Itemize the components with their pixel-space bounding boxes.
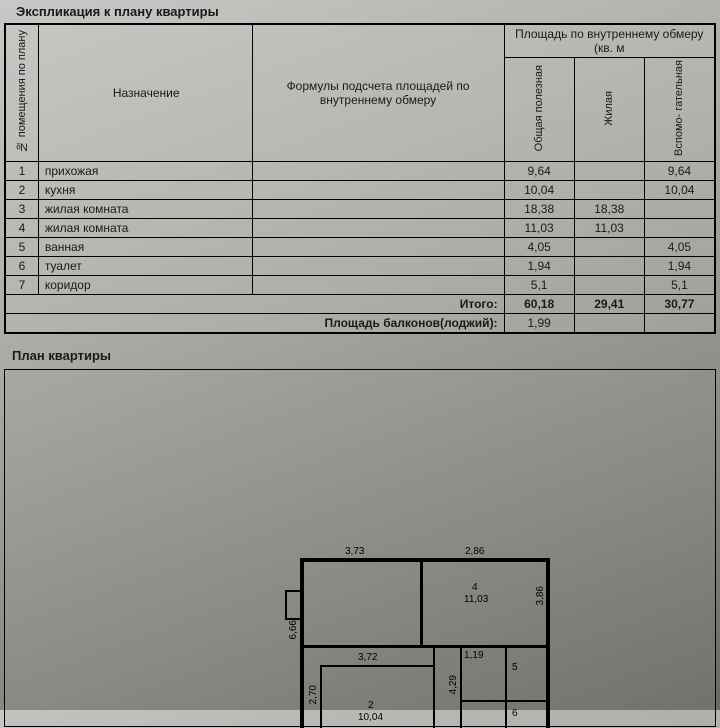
totals-living: 29,41: [574, 294, 644, 313]
cell-formula: [252, 237, 504, 256]
cell-aux: 4,05: [644, 237, 714, 256]
cell-living: [574, 256, 644, 275]
cell-total: 18,38: [504, 199, 574, 218]
dim-r3-h2: 2,70: [308, 685, 319, 704]
room2-area: 10,04: [358, 712, 383, 723]
cell-formula: [252, 199, 504, 218]
balcony-value: 1,99: [504, 313, 574, 332]
col-total-header: Общая полезная: [533, 65, 545, 151]
cell-living: 18,38: [574, 199, 644, 218]
plan-title: План квартиры: [12, 348, 720, 363]
cell-name: кухня: [38, 180, 252, 199]
totals-label: Итого:: [6, 294, 505, 313]
totals-total: 60,18: [504, 294, 574, 313]
room4-num: 4: [472, 582, 478, 593]
dim-r2-w: 3,72: [358, 652, 377, 663]
area-group-header: Площадь по внутреннему обмеру (кв. м: [504, 25, 714, 58]
room4-area: 11,03: [464, 594, 488, 605]
table-row: 1 прихожая 9,64 9,64: [6, 161, 715, 180]
col-formula-header: Формулы подсчета площадей по внутреннему…: [252, 25, 504, 162]
floor-plan-area: 3,73 2,86 4 11,03 3,86 6,66 3,72 2,70 2 …: [4, 369, 716, 727]
dim-sm2: 4,29: [448, 675, 459, 694]
explication-table: № помещения по плану Назначение Формулы …: [4, 23, 716, 334]
table-row: 7 коридор 5,1 5,1: [6, 275, 715, 294]
empty-cell: [644, 313, 714, 332]
balcony-row: Площадь балконов(лоджий): 1,99: [6, 313, 715, 332]
col-living-header: Жилая: [603, 91, 615, 126]
cell-total: 1,94: [504, 256, 574, 275]
cell-living: [574, 180, 644, 199]
cell-num: 6: [6, 256, 39, 275]
table-row: 3 жилая комната 18,38 18,38: [6, 199, 715, 218]
table-row: 4 жилая комната 11,03 11,03: [6, 218, 715, 237]
cell-living: [574, 275, 644, 294]
cell-formula: [252, 180, 504, 199]
room5-num: 5: [512, 662, 518, 673]
table-row: 5 ванная 4,05 4,05: [6, 237, 715, 256]
cell-name: ванная: [38, 237, 252, 256]
cell-num: 4: [6, 218, 39, 237]
cell-aux: 9,64: [644, 161, 714, 180]
cell-num: 5: [6, 237, 39, 256]
cell-name: коридор: [38, 275, 252, 294]
cell-name: прихожая: [38, 161, 252, 180]
cell-living: [574, 237, 644, 256]
balcony-label: Площадь балконов(лоджий):: [6, 313, 505, 332]
col-nazn-header: Назначение: [38, 25, 252, 162]
cell-formula: [252, 275, 504, 294]
col-aux-header: Вспомо- гательная: [673, 60, 685, 156]
cell-total: 4,05: [504, 237, 574, 256]
dim-r3-w: 3,73: [345, 546, 364, 557]
table-row: 2 кухня 10,04 10,04: [6, 180, 715, 199]
cell-num: 1: [6, 161, 39, 180]
cell-num: 2: [6, 180, 39, 199]
floor-plan: 3,73 2,86 4 11,03 3,86 6,66 3,72 2,70 2 …: [260, 550, 580, 728]
cell-name: жилая комната: [38, 218, 252, 237]
col-num-header: № помещения по плану: [16, 30, 28, 152]
room2-num: 2: [368, 700, 374, 711]
cell-aux: [644, 199, 714, 218]
dim-r4-w: 2,86: [465, 546, 484, 557]
doc-title: Экспликация к плану квартиры: [16, 4, 720, 19]
cell-total: 9,64: [504, 161, 574, 180]
empty-cell: [574, 313, 644, 332]
cell-total: 11,03: [504, 218, 574, 237]
dim-sm1: 1,19: [464, 650, 483, 661]
cell-aux: 5,1: [644, 275, 714, 294]
cell-formula: [252, 218, 504, 237]
totals-row: Итого: 60,18 29,41 30,77: [6, 294, 715, 313]
cell-aux: 10,04: [644, 180, 714, 199]
cell-total: 10,04: [504, 180, 574, 199]
dim-r4-h: 3,86: [535, 586, 546, 605]
cell-aux: [644, 218, 714, 237]
cell-name: туалет: [38, 256, 252, 275]
dim-left-h: 6,66: [288, 620, 299, 639]
cell-aux: 1,94: [644, 256, 714, 275]
cell-formula: [252, 161, 504, 180]
cell-name: жилая комната: [38, 199, 252, 218]
totals-aux: 30,77: [644, 294, 714, 313]
cell-living: [574, 161, 644, 180]
header-row-1: № помещения по плану Назначение Формулы …: [6, 25, 715, 58]
cell-formula: [252, 256, 504, 275]
cell-living: 11,03: [574, 218, 644, 237]
table-row: 6 туалет 1,94 1,94: [6, 256, 715, 275]
cell-total: 5,1: [504, 275, 574, 294]
cell-num: 7: [6, 275, 39, 294]
cell-num: 3: [6, 199, 39, 218]
